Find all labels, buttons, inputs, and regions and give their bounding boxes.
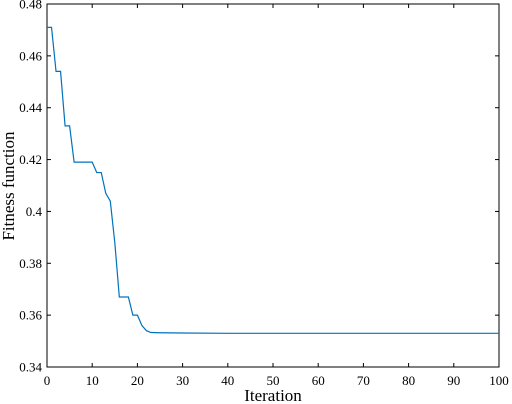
x-tick-label: 20 bbox=[131, 373, 144, 388]
x-tick-label: 50 bbox=[267, 373, 280, 388]
x-tick-label: 90 bbox=[447, 373, 460, 388]
y-tick-label: 0.46 bbox=[19, 48, 42, 63]
y-tick-labels: 0.34 0.36 0.38 0.4 0.42 0.44 0.46 0.48 bbox=[19, 0, 42, 375]
fitness-series-line bbox=[47, 26, 499, 334]
y-tick-label: 0.36 bbox=[19, 308, 42, 323]
x-tick-label: 0 bbox=[44, 373, 51, 388]
y-tick-label: 0.44 bbox=[19, 100, 42, 115]
x-tick-label: 60 bbox=[312, 373, 325, 388]
y-axis-title: Fitness function bbox=[0, 131, 18, 241]
y-tick-label: 0.48 bbox=[19, 0, 42, 12]
x-axis-title: Iteration bbox=[244, 386, 302, 404]
x-tick-label: 40 bbox=[221, 373, 234, 388]
plot-area bbox=[46, 3, 500, 368]
x-tick-label: 100 bbox=[489, 373, 509, 388]
axis-ticks bbox=[46, 3, 500, 368]
y-tick-label: 0.34 bbox=[19, 360, 42, 375]
x-tick-label: 10 bbox=[86, 373, 99, 388]
x-tick-label: 30 bbox=[176, 373, 189, 388]
y-tick-label: 0.42 bbox=[19, 152, 42, 167]
y-tick-label: 0.38 bbox=[19, 256, 42, 271]
y-tick-label: 0.4 bbox=[26, 204, 43, 219]
x-tick-label: 70 bbox=[357, 373, 370, 388]
x-tick-label: 80 bbox=[402, 373, 415, 388]
x-tick-labels: 0 10 20 30 40 50 60 70 80 90 100 bbox=[44, 373, 509, 388]
